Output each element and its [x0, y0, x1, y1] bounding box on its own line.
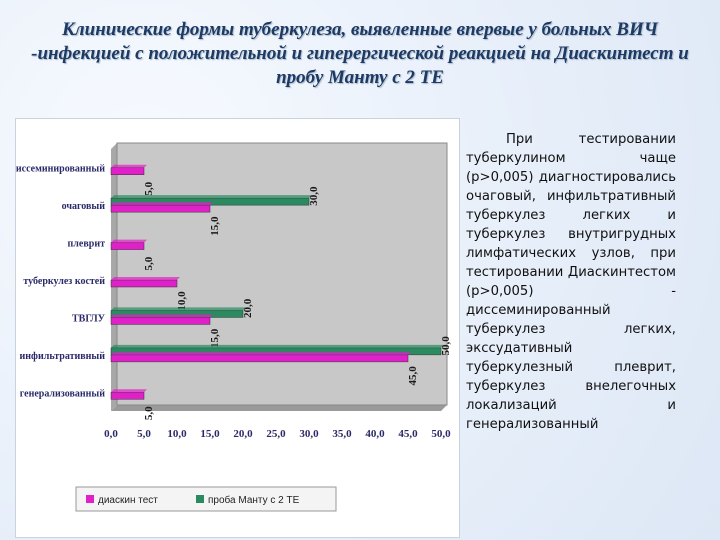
data-label: 20,0	[242, 298, 254, 318]
plot-floor	[111, 405, 447, 411]
x-tick-label: 50,0	[431, 428, 451, 440]
plot-area	[116, 142, 448, 406]
category-label: ТВГЛУ	[72, 313, 106, 324]
legend-label-diaskintest: диаскин тест	[98, 495, 158, 506]
x-tick-label: 15,0	[200, 428, 220, 440]
x-tick-label: 35,0	[332, 428, 352, 440]
x-tick-label: 20,0	[233, 428, 253, 440]
category-label: диссеминированный	[16, 164, 105, 175]
category-label: очаговый	[62, 201, 106, 212]
data-label: 15,0	[209, 216, 221, 236]
bar-diaskintest	[110, 392, 145, 400]
bar-diaskintest	[110, 317, 211, 325]
bar-diaskintest	[110, 204, 211, 213]
data-label: 15,0	[209, 328, 221, 348]
bar-diaskintest	[110, 242, 145, 250]
bar-top-face	[111, 164, 147, 168]
bar-top-face	[111, 239, 147, 243]
legend-label-mantoux: проба Манту с 2 ТЕ	[208, 494, 300, 506]
category-label: инфильтративный	[20, 351, 106, 362]
bar-top-face	[111, 389, 147, 393]
data-label: 50,0	[440, 336, 452, 356]
data-label: 5,0	[143, 181, 155, 195]
legend-swatch-mantoux	[196, 495, 204, 503]
bar-top-face	[111, 307, 246, 311]
legend-box	[75, 486, 337, 512]
data-label: 30,0	[308, 186, 320, 206]
bar-diaskintest	[110, 167, 145, 175]
bar-top-face	[111, 195, 312, 199]
bar-top-face	[111, 277, 180, 280]
bar-top-face	[111, 202, 213, 206]
x-tick-label: 45,0	[398, 428, 418, 440]
category-label: туберкулез костей	[23, 276, 105, 287]
x-tick-label: 0,0	[104, 428, 118, 440]
legend-swatch-diaskintest	[86, 495, 94, 503]
x-tick-label: 5,0	[137, 428, 151, 440]
chart-panel: диссеминированный 5,0 очаговый 30,0 15,0 плев…	[15, 118, 460, 538]
page-title: Клинические формы туберкулеза, выявленны…	[31, 19, 689, 88]
x-tick-label: 30,0	[299, 428, 319, 440]
bar-diaskintest	[110, 279, 178, 288]
data-label: 45,0	[407, 366, 419, 386]
bar-diaskintest	[110, 354, 409, 363]
bar-top-face	[111, 351, 411, 355]
category-label: генерализованный	[20, 388, 106, 399]
conclusion-text: При тестировании туберкулином чаще (р>0,…	[466, 132, 676, 432]
x-tick-label: 40,0	[365, 428, 385, 440]
data-label: 5,0	[143, 256, 155, 270]
data-label: 5,0	[143, 406, 155, 420]
category-label: плеврит	[68, 239, 106, 250]
bar-chart: диссеминированный 5,0 очаговый 30,0 15,0 плев…	[16, 142, 452, 512]
data-label: 10,0	[176, 291, 188, 311]
x-tick-label: 10,0	[167, 428, 187, 440]
bar-top-face	[111, 344, 444, 348]
bar-top-face	[111, 314, 213, 318]
x-tick-label: 25,0	[266, 428, 286, 440]
